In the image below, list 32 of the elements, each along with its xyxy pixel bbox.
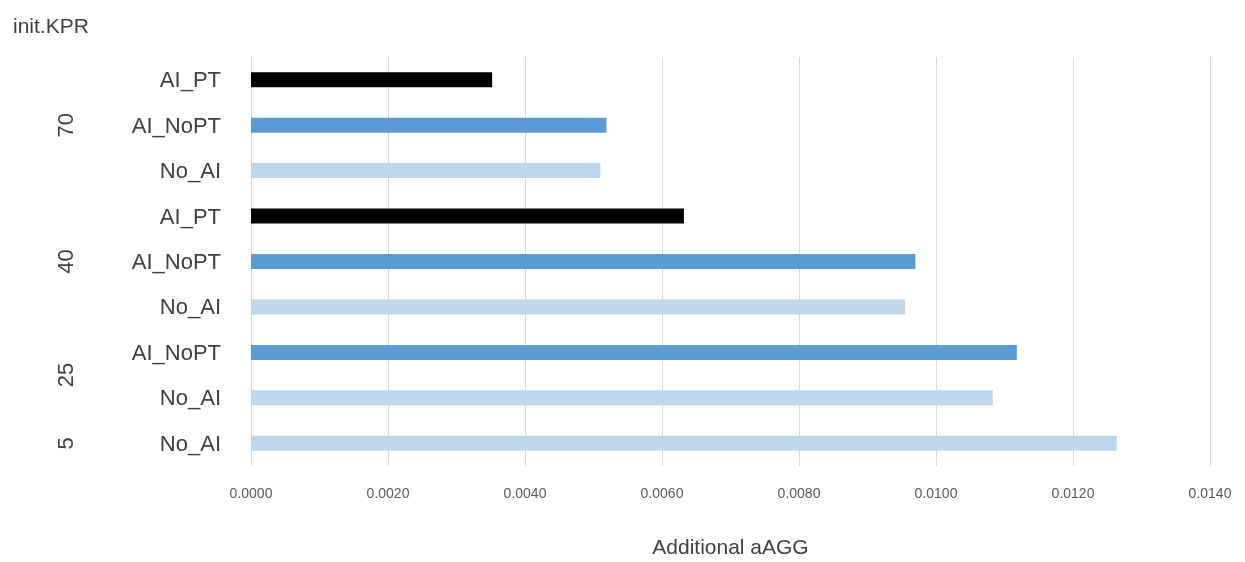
bar [251, 208, 684, 224]
x-tick-label: 0.0080 [777, 485, 821, 501]
bar [251, 117, 607, 133]
x-tick-label: 0.0020 [366, 485, 410, 501]
x-tick-label: 0.0000 [229, 485, 273, 501]
x-tick-label: 0.0060 [640, 485, 684, 501]
bar [251, 435, 1117, 451]
x-tick-label: 0.0120 [1051, 485, 1095, 501]
bar [251, 72, 493, 88]
bar [251, 299, 906, 315]
x-tick-label: 0.0140 [1188, 485, 1232, 501]
y-tick-label: No_AI [159, 385, 221, 411]
y-tick-label: AI_NoPT [131, 249, 221, 274]
y-tick-label: No_AI [159, 294, 221, 320]
text: 5 [52, 437, 78, 450]
x-tick-label: 0.0100 [914, 485, 958, 501]
bar [251, 163, 601, 179]
y-tick-label: No_AI [159, 158, 221, 184]
text: 40 [52, 249, 78, 274]
x-tick-label: 0.0040 [503, 485, 547, 501]
bar [251, 390, 993, 406]
text: 25 [52, 362, 78, 388]
y-tick-label: AI_PT [159, 203, 221, 229]
y-tick-label: No_AI [159, 430, 221, 456]
y-tick-label: AI_NoPT [131, 339, 221, 365]
bar [251, 254, 916, 269]
y-tick-label: AI_PT [159, 67, 221, 93]
y-tick-label: AI_NoPT [131, 112, 221, 138]
bar [251, 344, 1017, 360]
y-axis-title: init.KPR [13, 14, 89, 37]
x-axis-title: Additional aAGG [652, 535, 809, 558]
text: 70 [52, 112, 78, 138]
